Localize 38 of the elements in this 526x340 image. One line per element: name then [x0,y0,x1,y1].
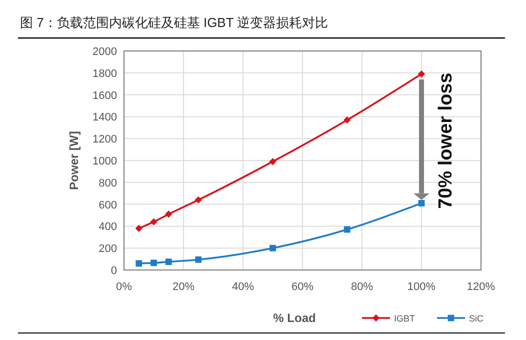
y-tick-label: 800 [98,177,117,190]
point [195,256,202,263]
y-tick-label: 200 [98,243,117,256]
point [165,258,172,265]
x-tick-label: 40% [232,281,254,293]
point [194,196,202,204]
x-tick-label: 20% [172,281,195,293]
y-tick-label: 1400 [92,112,117,124]
y-tick-label: 400 [98,221,117,234]
y-tick-label: 1000 [92,156,117,168]
annotation: 70% lower loss [436,72,456,209]
point [135,224,142,232]
point [136,260,142,267]
y-tick-label: 1200 [92,134,117,146]
point [150,260,157,266]
y-tick-label: 1600 [92,90,117,102]
point [418,70,426,78]
legend-label: SiC [469,314,484,324]
x-tick-label: 100% [407,281,436,293]
point [344,116,351,124]
x-axis-title: % Load [273,311,316,325]
point [269,158,276,166]
chart-title: 图 7：负载范围内碳化硅及硅基 IGBT 逆变器损耗对比 [20,15,328,30]
point [165,210,172,218]
legend-label: IGBT [394,314,416,324]
y-tick-label: 600 [98,199,117,212]
point [418,200,425,206]
point [150,218,158,226]
y-tick-label: 2000 [92,46,117,58]
x-tick-label: 120% [466,281,496,293]
y-tick-label: 0 [110,265,117,277]
x-tick-label: 0% [116,281,132,293]
point [270,244,276,252]
point [344,226,350,233]
y-axis-title: Power [W] [67,131,81,190]
x-tick-label: 80% [350,281,374,293]
y-tick-label: 1800 [92,68,117,80]
x-tick-label: 60% [291,281,314,293]
